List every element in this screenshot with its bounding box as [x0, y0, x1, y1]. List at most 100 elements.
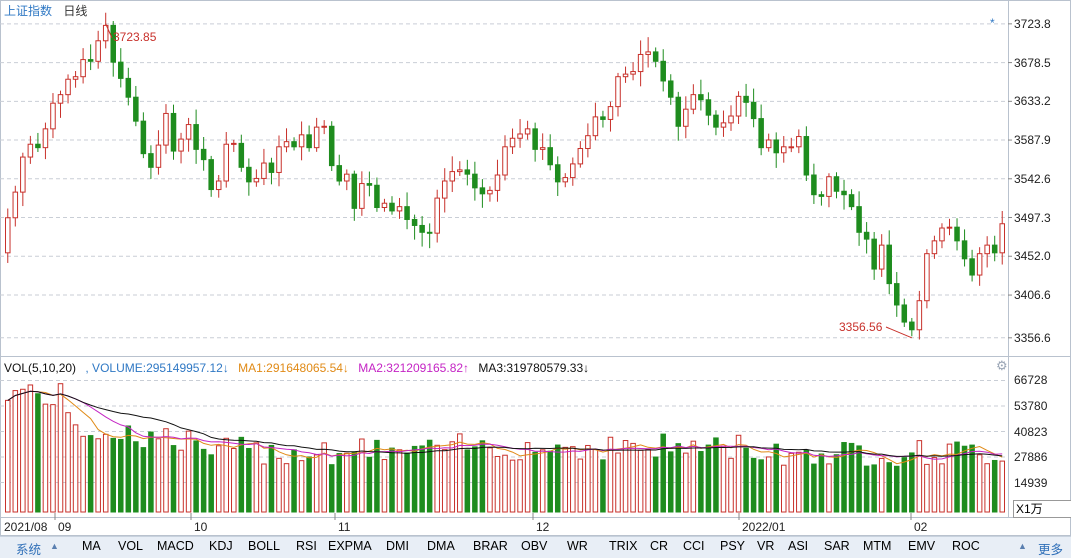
- candle-body: [713, 114, 719, 128]
- volume-bar: [487, 447, 493, 513]
- candle-body: [946, 226, 953, 229]
- candle-body: [215, 180, 222, 191]
- volume-bar: [12, 390, 19, 513]
- indicator-mtm[interactable]: MTM: [863, 539, 892, 553]
- volume-bar: [125, 425, 132, 513]
- candle-body: [178, 138, 184, 152]
- volume-bar: [434, 444, 440, 513]
- candle-body: [758, 118, 764, 149]
- volume-bar: [901, 457, 908, 513]
- volume-bar: [667, 451, 674, 513]
- candle-body: [366, 183, 373, 186]
- gear-icon[interactable]: ⚙: [996, 358, 1008, 373]
- indicator-dma[interactable]: DMA: [427, 539, 455, 553]
- volume-bar: [328, 464, 335, 513]
- volume-bar: [765, 456, 772, 513]
- candle-body: [803, 136, 810, 176]
- indicator-psy[interactable]: PSY: [720, 539, 746, 553]
- indicator-asi[interactable]: ASI: [788, 539, 809, 553]
- indicator-wr[interactable]: WR: [567, 539, 588, 553]
- volume-tick-label: 40823: [1014, 424, 1048, 439]
- volume-bar: [193, 440, 199, 513]
- volume-bar: [750, 457, 757, 513]
- indicator-brar[interactable]: BRAR: [473, 539, 508, 553]
- volume-bar: [924, 463, 930, 513]
- indicator-sar[interactable]: SAR: [824, 539, 850, 553]
- indicator-vr[interactable]: VR: [757, 539, 775, 553]
- more-button[interactable]: 更多: [1038, 543, 1064, 557]
- indicator-cr[interactable]: CR: [650, 539, 669, 553]
- candle-body: [698, 94, 704, 101]
- high-price-label: 3723.85: [113, 30, 157, 44]
- indicator-dmi[interactable]: DMI: [386, 539, 409, 553]
- candle-body: [826, 176, 832, 197]
- indicator-macd[interactable]: MACD: [157, 539, 194, 553]
- system-menu[interactable]: 系统: [16, 543, 42, 557]
- candle-body: [585, 135, 591, 150]
- volume-bar: [472, 446, 478, 513]
- indicator-rsi[interactable]: RSI: [296, 539, 317, 553]
- indicator-kdj[interactable]: KDJ: [209, 539, 233, 553]
- candle-body: [80, 59, 86, 78]
- price-tick-label: 3633.2: [1014, 94, 1051, 109]
- price-tick-label: 3542.6: [1014, 171, 1051, 186]
- candle-body: [291, 141, 297, 148]
- volume-bar: [313, 454, 320, 513]
- low-price-label: 3356.56: [839, 320, 883, 334]
- price-tick-label: 3356.6: [1014, 330, 1051, 345]
- candle-body: [630, 71, 636, 75]
- candle-body: [110, 24, 117, 63]
- volume-bar: [502, 454, 508, 513]
- indicator-obv[interactable]: OBV: [521, 539, 548, 553]
- system-dropdown-icon[interactable]: ▲: [50, 541, 59, 551]
- candle-body: [539, 147, 546, 150]
- volume-bar: [720, 445, 727, 513]
- candle-body: [871, 238, 877, 270]
- candle-body: [449, 171, 456, 182]
- vol-title[interactable]: VOL(5,10,20): [4, 361, 77, 375]
- more-dropdown-icon[interactable]: ▲: [1018, 541, 1027, 551]
- candle-body: [607, 106, 614, 120]
- indicator-emv[interactable]: EMV: [908, 539, 936, 553]
- volume-bar: [675, 443, 682, 513]
- candle-body: [848, 194, 855, 208]
- indicator-ma[interactable]: MA: [82, 539, 101, 553]
- indicator-vol[interactable]: VOL: [118, 539, 144, 553]
- period-label[interactable]: 日线: [63, 4, 88, 18]
- candle-body: [155, 144, 162, 168]
- indicator-expma[interactable]: EXPMA: [328, 539, 372, 553]
- volume-bar: [780, 464, 787, 513]
- volume-unit[interactable]: X1万: [1013, 500, 1071, 518]
- volume-bar: [796, 451, 802, 513]
- volume-bar: [547, 450, 553, 513]
- candle-body: [441, 180, 448, 199]
- volume-bar: [743, 447, 749, 513]
- candle-body: [818, 194, 825, 197]
- candle-body: [592, 116, 599, 137]
- volume-bar: [223, 437, 230, 513]
- volume-bar: [95, 438, 101, 513]
- favorite-star-icon[interactable]: *: [990, 16, 995, 30]
- symbol-name[interactable]: 上证指数: [4, 4, 53, 18]
- volume-bar: [863, 465, 870, 513]
- candle-body: [667, 80, 674, 98]
- candle-body: [72, 76, 79, 80]
- volume-indicator-header: VOL(5,10,20) , VOLUME:295149957.12↓ MA1:…: [4, 361, 595, 375]
- volume-bar: [306, 456, 312, 513]
- volume-bar: [253, 442, 260, 513]
- volume-bar: [976, 454, 983, 513]
- vol-ma2: MA2:321209165.82↑: [358, 361, 470, 375]
- candle-body: [268, 162, 275, 173]
- volume-bar: [155, 438, 162, 513]
- price-tick-label: 3452.0: [1014, 249, 1051, 264]
- indicator-trix[interactable]: TRIX: [609, 539, 638, 553]
- volume-ma2-line: [7, 390, 1003, 460]
- candle-body: [298, 134, 305, 148]
- volume-tick-label: 27886: [1014, 450, 1048, 465]
- indicator-cci[interactable]: CCI: [683, 539, 705, 553]
- candle-body: [65, 78, 71, 96]
- indicator-boll[interactable]: BOLL: [248, 539, 280, 553]
- candle-body: [396, 206, 403, 212]
- indicator-roc[interactable]: ROC: [952, 539, 980, 553]
